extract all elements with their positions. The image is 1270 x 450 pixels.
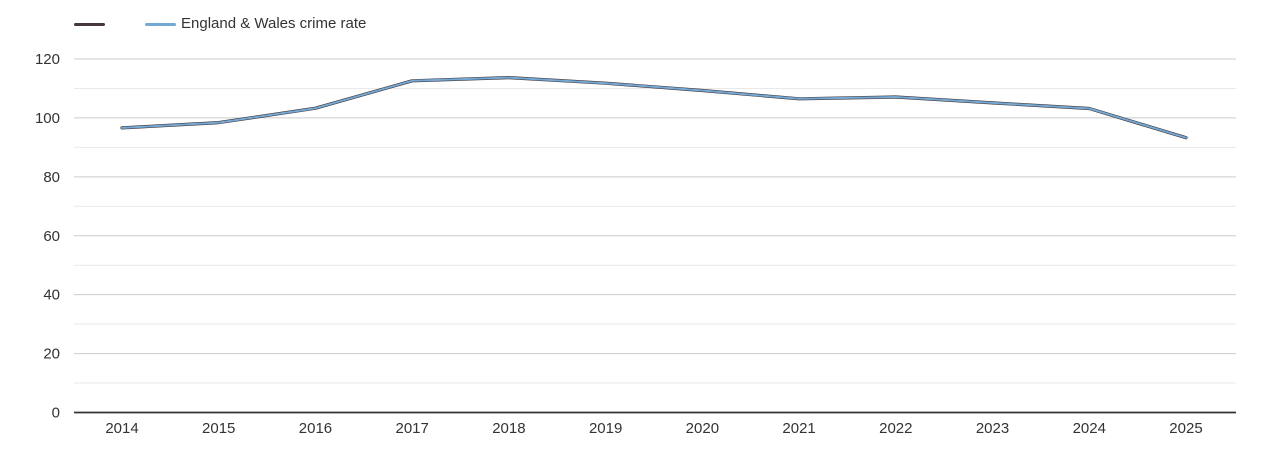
x-axis-label: 2016 (299, 420, 332, 437)
y-axis-label: 20 (43, 346, 60, 363)
y-axis-label: 120 (35, 51, 60, 68)
x-axis-label: 2025 (1169, 420, 1202, 437)
x-axis-label: 2017 (395, 420, 428, 437)
y-axis-label: 40 (43, 287, 60, 304)
region-line-swatch (74, 22, 105, 26)
y-axis-label: 80 (43, 169, 60, 186)
y-axis-label: 0 (52, 405, 60, 422)
x-axis-label: 2021 (782, 420, 815, 437)
legend-label-england-wales: England & Wales crime rate (181, 15, 367, 32)
x-axis-label: 2014 (105, 420, 138, 437)
legend-item-england-wales[interactable]: England & Wales crime rate (145, 15, 366, 33)
x-axis-label: 2019 (589, 420, 622, 437)
x-axis-label: 2020 (686, 420, 719, 437)
chart-legend: England & Wales crime rate (74, 15, 366, 33)
legend-item-region[interactable] (74, 22, 110, 26)
x-axis-label: 2024 (1073, 420, 1106, 437)
series-line-england-wales-crime-rate (121, 76, 1187, 139)
y-axis-label: 60 (43, 228, 60, 245)
x-axis-label: 2018 (492, 420, 525, 437)
x-axis-label: 2022 (879, 420, 912, 437)
y-axis-label: 100 (35, 110, 60, 127)
x-axis-label: 2015 (202, 420, 235, 437)
x-axis-label: 2023 (976, 420, 1009, 437)
england-wales-line-swatch (145, 22, 176, 26)
